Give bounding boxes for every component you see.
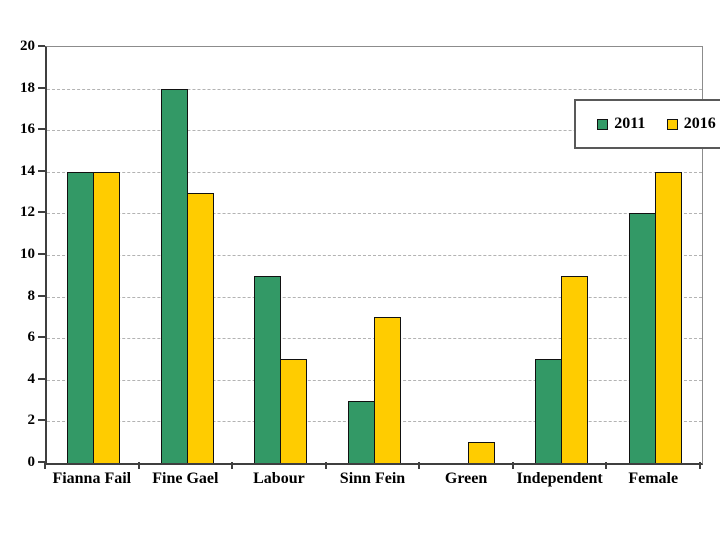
x-category-label-fianna-fail: Fianna Fail [52, 470, 132, 487]
x-category-label-labour: Labour [253, 470, 305, 487]
y-tick-mark-14 [38, 169, 45, 172]
y-tick-label-20: 20 [20, 38, 35, 54]
legend: 2011 2016 [574, 99, 720, 149]
y-tick-label-6: 6 [27, 329, 36, 346]
bar-2016-female [654, 172, 682, 463]
bar-group-sinn-fein [328, 47, 422, 463]
bar-group-independent [515, 47, 609, 463]
bars-layer [47, 47, 702, 463]
legend-swatch-2011 [597, 118, 609, 130]
y-tick-mark-10 [38, 253, 45, 255]
y-tick-mark-0 [38, 461, 45, 463]
bar-2011-female [628, 213, 656, 463]
legend-item-2011: 2011 [597, 116, 645, 132]
x-tick-mark-4 [418, 462, 421, 469]
gridline-12 [47, 213, 702, 215]
x-tick-mark-7 [699, 462, 701, 469]
y-tick-mark-20 [38, 45, 45, 47]
bar-2016-green [467, 442, 495, 463]
gridline-10 [47, 255, 702, 256]
y-tick-mark-2 [38, 419, 45, 422]
y-tick-label-4: 4 [27, 370, 36, 387]
x-tick-mark-1 [137, 462, 140, 469]
y-tick-label-10: 10 [20, 246, 35, 262]
y-tick-label-18: 18 [20, 79, 35, 96]
legend-item-2016: 2016 [666, 115, 716, 132]
bar-group-fine-gael [141, 47, 235, 463]
bar-2011-independent [535, 359, 563, 463]
x-category-label-sinn-fein: Sinn Fein [339, 470, 406, 487]
legend-swatch-2016 [666, 118, 678, 130]
y-tick-mark-16 [38, 128, 45, 131]
y-tick-mark-6 [38, 336, 45, 339]
x-tick-mark-3 [324, 462, 327, 469]
plot-area: 2011 2016 [45, 46, 720, 465]
y-tick-label-12: 12 [20, 204, 35, 221]
y-tick-mark-8 [38, 294, 45, 297]
x-category-label-independent: Independent [516, 470, 603, 487]
gridline-18 [47, 88, 702, 90]
bar-group-fianna-fail [47, 47, 141, 463]
bar-group-green [421, 47, 515, 463]
legend-label-2011: 2011 [614, 115, 646, 132]
x-tick-mark-5 [511, 462, 514, 469]
legend-label-2016: 2016 [683, 115, 716, 132]
bar-2011-labour [254, 276, 282, 463]
gridline-8 [47, 296, 702, 298]
bar-2011-sinn-fein [348, 401, 376, 463]
x-category-label-fine-gael: Fine Gael [152, 470, 219, 487]
gridline-14 [47, 171, 702, 173]
y-tick-mark-12 [38, 211, 45, 214]
bar-2016-fianna-fail [93, 172, 121, 463]
bar-2016-labour [280, 359, 308, 463]
bar-2011-fianna-fail [67, 172, 95, 463]
gridline-16 [47, 130, 702, 132]
y-tick-label-14: 14 [20, 162, 35, 179]
bar-2016-fine-gael [186, 193, 214, 463]
y-tick-mark-4 [38, 377, 45, 380]
y-tick-label-0: 0 [27, 454, 36, 470]
bar-group-labour [234, 47, 328, 463]
bar-2016-sinn-fein [374, 317, 402, 463]
x-tick-mark-2 [231, 462, 234, 469]
bar-group-female [608, 47, 702, 463]
x-tick-mark-0 [44, 462, 46, 469]
y-tick-label-16: 16 [20, 121, 35, 138]
y-tick-label-2: 2 [27, 412, 36, 429]
x-category-label-female: Female [628, 470, 679, 487]
y-tick-mark-18 [38, 86, 45, 89]
y-tick-label-8: 8 [27, 287, 36, 304]
bar-2011-fine-gael [160, 89, 188, 463]
x-category-label-green: Green [444, 470, 488, 487]
bar-2016-independent [561, 276, 589, 463]
x-tick-mark-6 [605, 462, 608, 469]
